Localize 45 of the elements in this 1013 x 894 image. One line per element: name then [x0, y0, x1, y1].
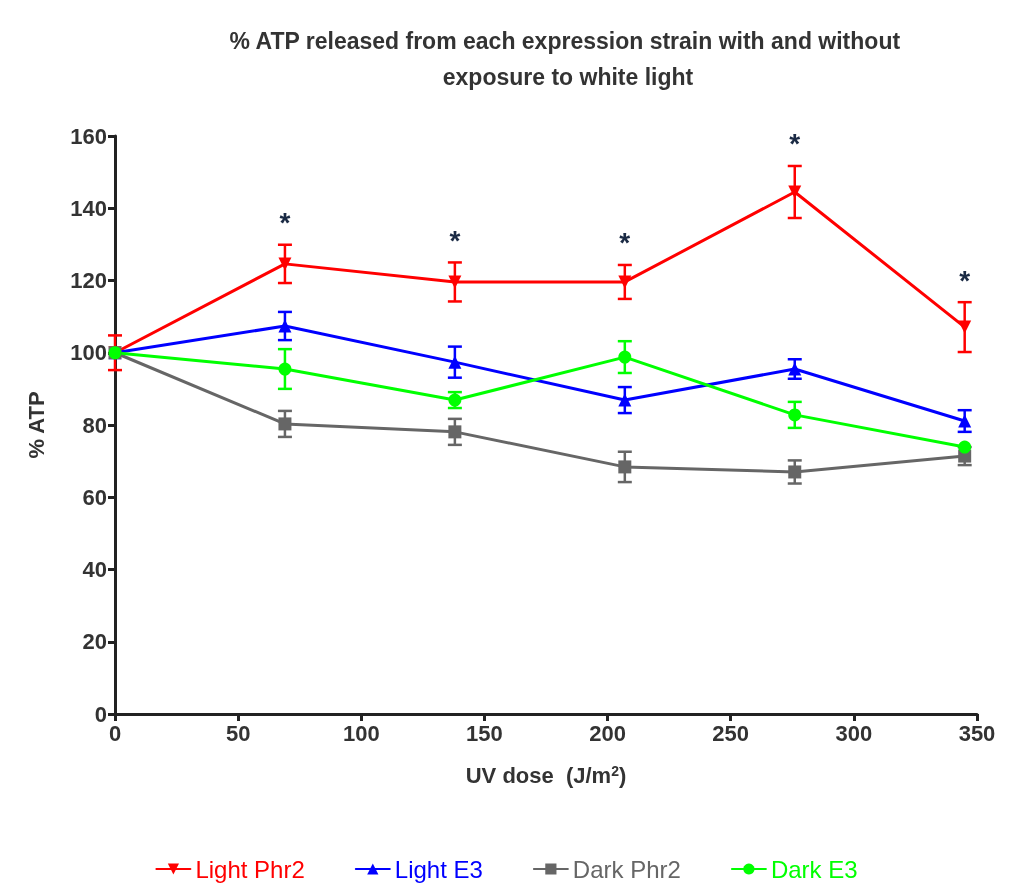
- x-tick-label: 350: [958, 720, 996, 746]
- y-tick-label: 140: [70, 195, 107, 221]
- y-tick-label: 20: [82, 629, 107, 655]
- point: [448, 355, 462, 369]
- annotation: *: [619, 227, 631, 259]
- point: [958, 320, 972, 334]
- y-tick-label: 120: [70, 268, 107, 293]
- y-tick-label: 0: [94, 701, 107, 727]
- point: [618, 393, 632, 407]
- y-tick-label: 60: [82, 484, 107, 510]
- point: [448, 425, 462, 439]
- x-tick-label: 250: [712, 720, 750, 746]
- point: [278, 362, 292, 376]
- x-tick-label: 150: [466, 720, 503, 746]
- chart-title: % ATP released from each expression strain with and without exposure to white light: [229, 28, 907, 90]
- legend-label: Dark Phr2: [572, 855, 681, 883]
- y-tick-label: 160: [70, 123, 107, 149]
- point: [618, 460, 632, 474]
- y-axis-title: % ATP: [23, 391, 49, 459]
- point: [958, 414, 972, 428]
- y-tick-label: 100: [70, 340, 107, 366]
- annotation: *: [959, 264, 971, 296]
- annotation: *: [789, 128, 801, 160]
- point: [618, 350, 632, 364]
- point: [788, 465, 802, 479]
- point: [788, 408, 802, 422]
- point: [788, 185, 802, 199]
- point: [788, 362, 802, 376]
- y-tick-label: 80: [82, 412, 107, 438]
- legend-label: Dark E3: [770, 855, 858, 883]
- legend-label: Light E3: [394, 855, 483, 883]
- x-tick-label: 50: [225, 720, 251, 746]
- point: [958, 440, 972, 454]
- x-tick-label: 300: [835, 720, 873, 746]
- x-tick-label: 200: [589, 720, 626, 746]
- point: [448, 275, 462, 289]
- point: [278, 257, 292, 271]
- x-tick-label: 100: [342, 720, 380, 746]
- point: [618, 275, 632, 289]
- annotation: *: [449, 224, 461, 256]
- point: [278, 319, 292, 333]
- point: [278, 417, 292, 431]
- legend-label: Light Phr2: [195, 855, 305, 883]
- annotation: *: [279, 207, 291, 239]
- y-tick-label: 40: [82, 557, 107, 582]
